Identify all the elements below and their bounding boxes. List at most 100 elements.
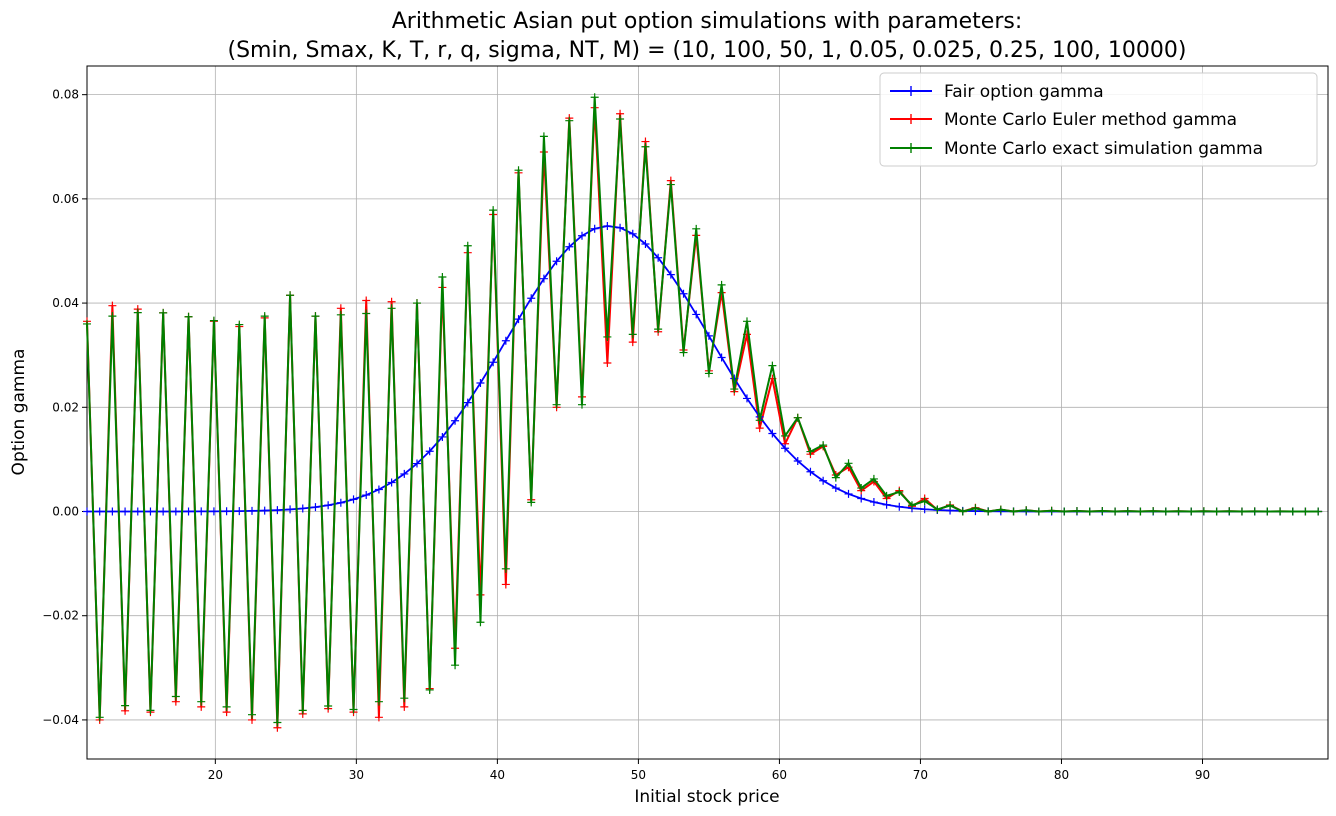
data-point [463,241,472,250]
data-point [1314,507,1323,516]
data-point [438,273,447,282]
data-point [577,400,586,409]
data-point [895,502,904,511]
data-point [1047,506,1056,515]
data-point [1301,507,1310,516]
data-point [197,697,206,706]
data-point [1072,507,1081,516]
data-point [412,299,421,308]
data-point [831,473,840,482]
data-point [514,166,523,175]
data-point [501,564,510,573]
data-point [869,474,878,483]
data-point [819,441,828,450]
data-point [83,507,91,516]
data-point [958,507,967,516]
data-point [920,505,929,514]
data-point [1225,507,1234,516]
data-point [374,485,383,494]
data-point [222,507,231,516]
data-point [628,229,637,238]
data-point [742,394,751,403]
data-point [425,685,434,694]
data-point [248,710,256,719]
x-tick-label: 40 [490,768,505,782]
data-point [286,505,295,514]
data-point [400,694,409,703]
data-point [654,325,663,334]
data-point [844,489,853,498]
data-point [971,504,980,513]
data-point [476,379,485,388]
data-point [387,478,396,487]
data-point [603,221,612,230]
data-point [412,459,421,468]
data-point [463,398,472,407]
data-point [1034,507,1043,516]
data-point [197,507,206,516]
x-tick-label: 80 [1054,768,1069,782]
data-point [539,132,548,141]
data-point [121,701,130,710]
data-point [882,491,891,500]
data-point [641,239,650,248]
data-point [514,315,523,324]
data-point [781,444,790,453]
y-axis: −0.04 −0.02 0.00 0.02 0.04 0.06 0.08 [42,88,87,727]
data-point [527,294,536,303]
data-point [171,692,180,701]
data-point [616,223,625,232]
data-point [1174,507,1183,516]
data-point [489,358,498,367]
data-point [1098,507,1107,516]
data-point [362,309,371,318]
data-point [108,312,117,321]
data-point [387,304,396,313]
legend-item-euler: Monte Carlo Euler method gamma [890,110,1237,130]
data-point [1288,507,1297,516]
data-point [907,501,916,510]
legend-marker-euler [906,114,916,124]
data-point [451,416,460,425]
data-point [1022,506,1031,515]
data-point [577,231,586,240]
series-layer [83,93,1323,732]
data-point [209,507,218,516]
data-point [565,242,574,251]
x-tick-label: 60 [772,768,787,782]
data-point [603,332,612,341]
data-point [260,312,269,321]
chart-title: Arithmetic Asian put option simulations … [392,9,1023,34]
data-point [95,507,104,516]
x-axis-label: Initial stock price [634,787,779,807]
data-point [1085,507,1094,516]
data-point [298,504,307,513]
data-point [933,505,942,514]
data-point [324,501,333,510]
chart-subtitle: (Smin, Smax, K, T, r, q, sigma, NT, M) =… [228,38,1187,63]
data-point [349,495,358,504]
data-point [235,507,244,516]
x-tick-label: 50 [631,768,646,782]
legend-label-euler: Monte Carlo Euler method gamma [944,110,1237,130]
data-point [400,469,409,478]
data-point [666,270,675,279]
data-point [704,369,713,378]
data-point [717,353,726,362]
data-point [159,308,168,317]
data-point [108,301,117,310]
data-point [527,498,536,507]
data-point [451,661,460,670]
data-point [1149,507,1158,516]
x-tick-label: 20 [208,768,223,782]
data-point [1212,507,1221,516]
x-tick-label: 30 [349,768,364,782]
data-point [679,348,688,357]
data-point [171,507,180,516]
data-point [336,498,345,507]
data-point [260,506,269,515]
data-point [349,705,358,714]
y-tick-label: 0.06 [52,192,79,206]
y-tick-label: 0.08 [52,88,79,102]
data-point [1187,507,1196,516]
